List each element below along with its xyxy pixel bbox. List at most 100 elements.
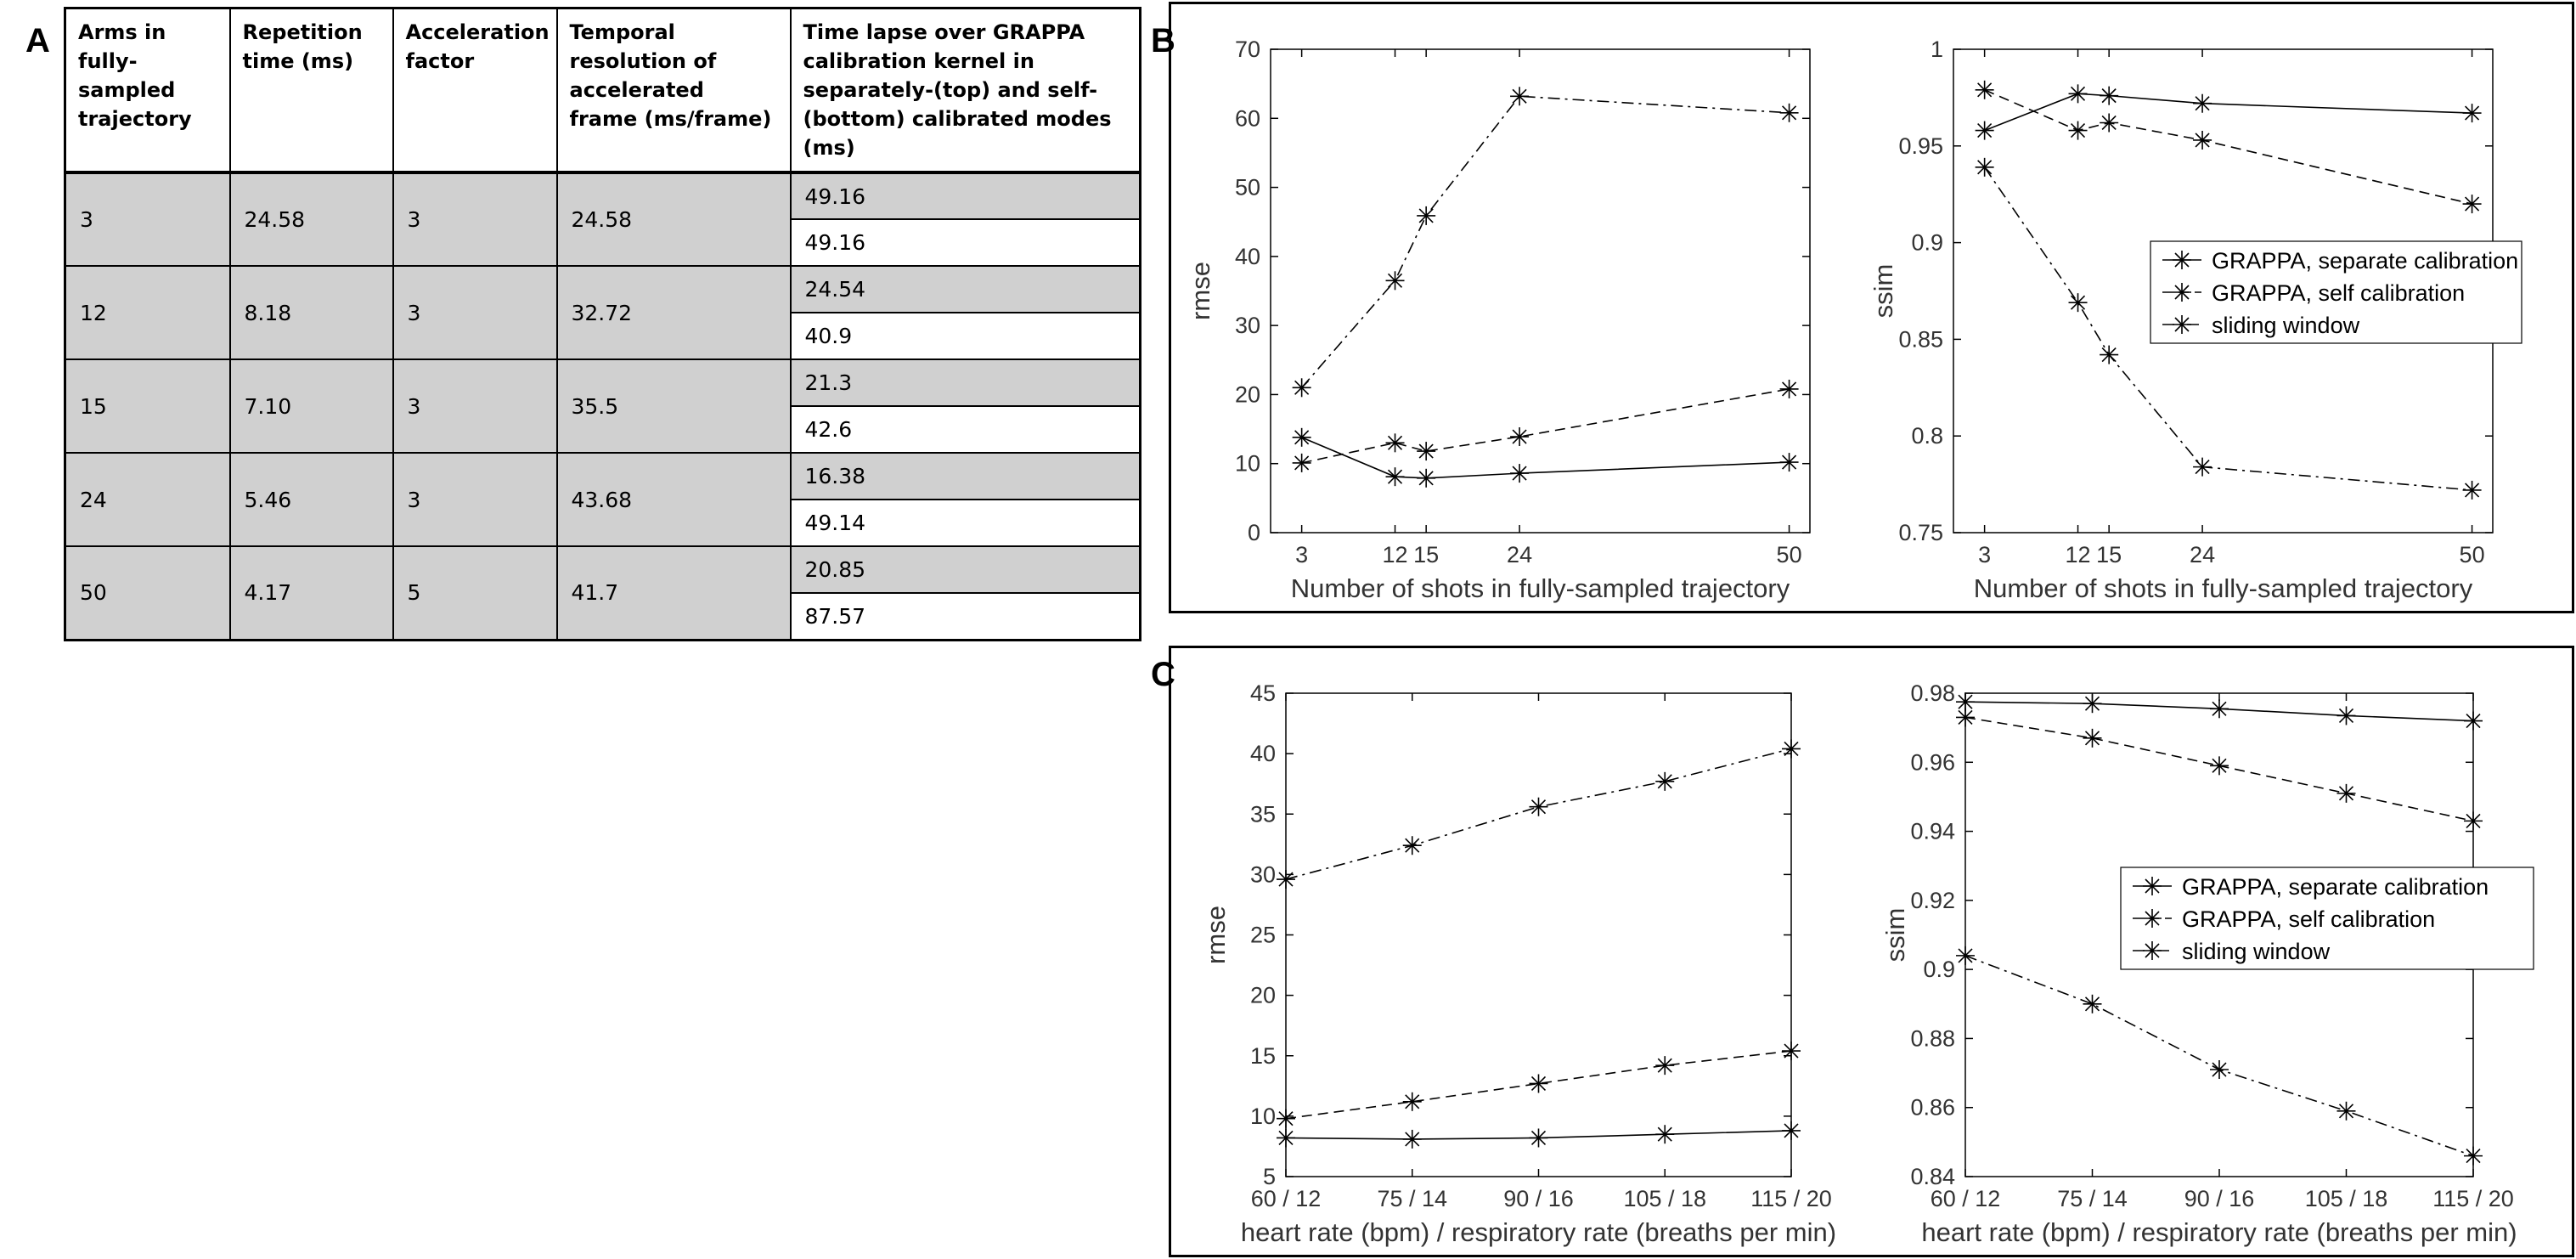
c-ssim-data-point bbox=[1956, 946, 1975, 965]
table-row: 12 8.18 3 32.72 24.54 bbox=[64, 265, 1141, 360]
b-rmse-data-point bbox=[1779, 379, 1799, 398]
c-rmse-ytick-label: 45 bbox=[1250, 680, 1276, 706]
cell-acceleration-factor: 3 bbox=[392, 172, 558, 267]
c-rmse-data-point bbox=[1782, 1121, 1801, 1140]
b-rmse-data-point bbox=[1510, 427, 1530, 447]
b-rmse-data-point bbox=[1292, 378, 1311, 398]
c-ssim-data-point bbox=[2083, 694, 2102, 714]
b-rmse-data-point bbox=[1417, 206, 1436, 225]
c-rmse-axes-box bbox=[1285, 692, 1792, 1177]
c-rmse-xtick-label: 115 / 20 bbox=[1750, 1186, 1832, 1211]
cell-repetition-time: 24.58 bbox=[228, 172, 394, 267]
b-ssim-data-point bbox=[1975, 80, 1994, 99]
cell-arms: 24 bbox=[64, 452, 231, 547]
b-rmse-ytick-label: 40 bbox=[1235, 244, 1260, 269]
c-rmse-data-point bbox=[1782, 739, 1801, 759]
header-repetition-time: Repetition time (ms) bbox=[229, 8, 394, 174]
b-rmse-data-point bbox=[1779, 453, 1799, 472]
b-ssim-ytick-label: 0.85 bbox=[1898, 326, 1943, 352]
c-rmse-data-point bbox=[1402, 836, 1422, 855]
c-rmse-xtick-label: 60 / 12 bbox=[1251, 1186, 1322, 1211]
c-ssim-xtick-label: 105 / 18 bbox=[2305, 1186, 2388, 1211]
c-ssim-xlabel: heart rate (bpm) / respiratory rate (bre… bbox=[1921, 1217, 2517, 1247]
b-ssim-data-point bbox=[2462, 195, 2482, 214]
b-rmse-ytick-label: 60 bbox=[1235, 105, 1260, 131]
b-rmse-data-point bbox=[1510, 464, 1530, 483]
table-row: 50 4.17 5 41.7 20.85 bbox=[64, 545, 1141, 641]
c-rmse-ytick-label: 20 bbox=[1250, 983, 1276, 1008]
cell-temporal-resolution: 41.7 bbox=[555, 545, 792, 641]
b-rmse-data-point bbox=[1385, 467, 1405, 487]
c-rmse-xlabel: heart rate (bpm) / respiratory rate (bre… bbox=[1241, 1217, 1836, 1247]
c-rmse-data-point bbox=[1782, 1042, 1801, 1061]
c-ssim-data-point bbox=[1956, 708, 1975, 727]
cell-acceleration-factor: 3 bbox=[392, 265, 558, 360]
b-ssim-data-point bbox=[2193, 457, 2212, 477]
header-time-lapse: Time lapse over GRAPPA calibration kerne… bbox=[790, 8, 1141, 174]
c-ssim-data-point bbox=[2083, 728, 2102, 748]
c-ssim-ytick-label: 0.88 bbox=[1910, 1025, 1955, 1051]
c-ssim-data-point bbox=[2336, 783, 2356, 803]
cell-time-lapse-self: 49.16 bbox=[789, 218, 1141, 267]
cell-time-lapse-self: 49.14 bbox=[789, 499, 1141, 547]
b-rmse-data-point bbox=[1417, 442, 1436, 461]
b-ssim-data-point bbox=[2068, 293, 2088, 313]
parameters-table: Arms in fully-sampled trajectory Repetit… bbox=[64, 7, 1141, 641]
panel-label-a: A bbox=[25, 22, 50, 59]
b-ssim-legend-marker bbox=[2173, 283, 2191, 302]
c-ssim-ytick-label: 0.9 bbox=[1923, 957, 1955, 982]
cell-temporal-resolution: 24.58 bbox=[555, 172, 792, 267]
c-rmse-xtick-label: 75 / 14 bbox=[1377, 1186, 1447, 1211]
c-ssim-legend-box bbox=[2120, 867, 2534, 970]
cell-time-lapse-separate: 21.3 bbox=[789, 359, 1141, 407]
b-ssim-ytick-label: 0.95 bbox=[1898, 133, 1943, 159]
cell-arms: 3 bbox=[64, 172, 231, 267]
b-ssim-data-point bbox=[1975, 157, 1994, 177]
cell-arms: 50 bbox=[64, 545, 231, 641]
b-ssim-legend-marker bbox=[2173, 315, 2191, 334]
cell-time-lapse-separate: 24.54 bbox=[789, 265, 1141, 313]
c-rmse-series-line-dashed bbox=[1285, 1050, 1792, 1120]
b-rmse-ytick-label: 70 bbox=[1235, 37, 1260, 62]
b-rmse-ytick-label: 0 bbox=[1248, 520, 1260, 545]
b-rmse-axes-box bbox=[1270, 48, 1811, 534]
b-ssim-xtick-label: 3 bbox=[1978, 542, 1991, 567]
c-ssim-ytick-label: 0.84 bbox=[1910, 1164, 1955, 1189]
table-row: 24 5.46 3 43.68 16.38 bbox=[64, 452, 1141, 547]
b-ssim-legend-label: sliding window bbox=[2212, 313, 2360, 338]
b-rmse-xlabel: Number of shots in fully-sampled traject… bbox=[1291, 573, 1790, 603]
cell-repetition-time: 8.18 bbox=[228, 265, 394, 360]
c-rmse-data-point bbox=[1529, 1128, 1548, 1148]
b-rmse-data-point bbox=[1292, 453, 1311, 472]
table-row: 49.14 bbox=[65, 499, 1141, 547]
c-ssim-data-point bbox=[2210, 699, 2229, 719]
c-rmse-data-point bbox=[1277, 870, 1295, 889]
cell-temporal-resolution: 32.72 bbox=[555, 265, 792, 360]
c-rmse-ytick-label: 25 bbox=[1250, 923, 1276, 948]
c-ssim-data-point bbox=[2083, 994, 2102, 1013]
b-rmse-ylabel: rmse bbox=[1186, 262, 1215, 320]
c-rmse-ytick-label: 40 bbox=[1250, 741, 1276, 766]
b-ssim-data-point bbox=[2462, 480, 2482, 500]
cell-acceleration-factor: 3 bbox=[392, 452, 558, 547]
c-rmse-ylabel: rmse bbox=[1201, 906, 1231, 964]
table-row: 87.57 bbox=[65, 592, 1141, 641]
cell-time-lapse-self: 40.9 bbox=[789, 312, 1141, 360]
c-ssim-legend-label: GRAPPA, self calibration bbox=[2182, 906, 2435, 932]
c-ssim-data-point bbox=[2210, 756, 2229, 776]
c-rmse-data-point bbox=[1655, 771, 1675, 791]
b-ssim-xtick-label: 50 bbox=[2460, 542, 2485, 567]
c-rmse-xtick-label: 105 / 18 bbox=[1623, 1186, 1706, 1211]
b-ssim-ytick-label: 0.9 bbox=[1911, 230, 1943, 256]
b-ssim-ytick-label: 1 bbox=[1931, 37, 1943, 62]
table-row: 42.6 bbox=[65, 405, 1141, 454]
c-ssim-legend-marker bbox=[2143, 909, 2162, 928]
c-rmse-ytick-label: 30 bbox=[1250, 861, 1276, 887]
cell-acceleration-factor: 3 bbox=[392, 359, 558, 454]
b-ssim-data-point bbox=[2100, 113, 2119, 133]
b-ssim-data-point bbox=[2100, 345, 2119, 364]
b-rmse-series-line-dashdot bbox=[1301, 95, 1790, 388]
cell-time-lapse-separate: 20.85 bbox=[789, 545, 1141, 594]
table-row: 49.16 bbox=[65, 218, 1141, 267]
